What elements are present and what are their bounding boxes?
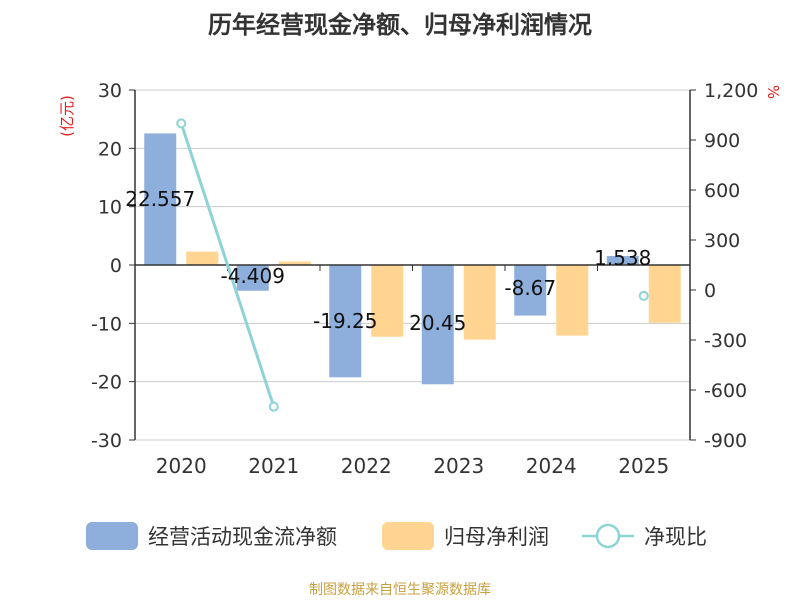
- cashflow-value-label-2023: 20.45: [409, 311, 466, 335]
- netprofit-bar-2022: [371, 265, 404, 337]
- left-tick-label: 0: [110, 255, 122, 277]
- x-axis: 2020 2021 2022 2023 2024 2025: [135, 264, 690, 478]
- cashflow-bar-2020: [144, 133, 177, 265]
- cashflow-value-label-2021: -4.409: [221, 264, 285, 288]
- left-tick-label: 10: [98, 197, 122, 219]
- x-tick-label-2023: 2023: [433, 454, 484, 478]
- right-tick-label: 600: [704, 180, 740, 202]
- x-tick-label-2024: 2024: [526, 454, 577, 478]
- right-axis: 1,200 900 600 300 0 -300 -600 -900: [689, 80, 758, 452]
- left-tick-label: 30: [98, 80, 122, 102]
- data-labels: 22.557 -4.409 -19.25 20.45 -8.67 1.538: [125, 187, 651, 335]
- right-tick-label: 300: [704, 230, 740, 252]
- left-tick-label: -30: [91, 430, 122, 452]
- ratio-line-segment: [179, 122, 276, 408]
- right-tick-label: -900: [704, 430, 747, 452]
- cashflow-value-label-2024: -8.67: [504, 276, 556, 300]
- chart-title: 历年经营现金净额、归母净利润情况: [208, 11, 592, 39]
- cashflow-value-label-2020: 22.557: [125, 187, 195, 211]
- right-tick-label: 0: [704, 280, 716, 302]
- legend: 经营活动现金流净额 归母净利润 净现比: [86, 522, 707, 550]
- legend-swatch-2: [382, 522, 434, 550]
- legend-swatch-1: [86, 522, 138, 550]
- cashflow-bar-2023: [421, 265, 454, 385]
- netprofit-bar-2025: [648, 265, 681, 323]
- netprofit-bar-2021: [278, 261, 311, 265]
- cashflow-value-label-2022: -19.25: [313, 309, 377, 333]
- x-tick-label-2020: 2020: [156, 454, 207, 478]
- legend-label-2: 归母净利润: [444, 525, 549, 549]
- x-tick-label-2025: 2025: [618, 454, 669, 478]
- cashflow-bar-2025: [606, 256, 639, 265]
- ratio-line-series: [176, 118, 649, 412]
- netprofit-bar-2023: [463, 265, 496, 340]
- right-axis-unit-label: %: [764, 85, 782, 99]
- right-tick-label: 1,200: [704, 80, 758, 102]
- x-tick-label-2022: 2022: [341, 454, 392, 478]
- left-tick-label: -10: [91, 313, 122, 335]
- right-tick-label: -300: [704, 330, 747, 352]
- ratio-point-2020: [176, 118, 187, 129]
- source-note: 制图数据来自恒生聚源数据库: [309, 582, 491, 598]
- cashflow-value-label-2025: 1.538: [594, 246, 651, 270]
- cashflow-bar-2021: [236, 265, 269, 291]
- legend-label-3: 净现比: [644, 525, 707, 549]
- left-axis-unit-label: (亿元): [58, 95, 76, 137]
- bar-series: [144, 133, 681, 385]
- legend-label-1: 经营活动现金流净额: [148, 525, 337, 549]
- right-tick-label: -600: [704, 380, 747, 402]
- left-tick-label: -20: [91, 372, 122, 394]
- x-tick-label-2021: 2021: [248, 454, 299, 478]
- legend-marker: [595, 523, 621, 549]
- cashflow-bar-2024: [514, 265, 547, 316]
- netprofit-bar-2024: [556, 265, 589, 336]
- left-tick-label: 20: [98, 138, 122, 160]
- cashflow-bar-2022: [329, 265, 362, 378]
- left-axis: 30 20 10 0 -10 -20 -30: [91, 80, 136, 452]
- right-tick-label: 900: [704, 130, 740, 152]
- ratio-point-2021: [268, 401, 279, 412]
- ratio-point-2025: [638, 290, 649, 301]
- netprofit-bar-2020: [186, 251, 219, 265]
